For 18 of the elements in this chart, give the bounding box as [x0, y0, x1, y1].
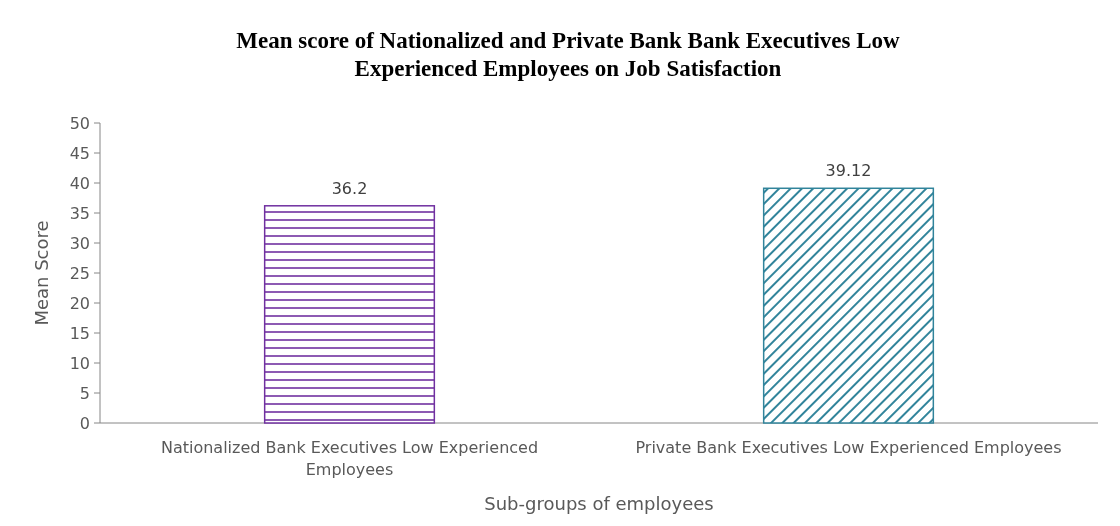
- x-axis-title: Sub-groups of employees: [484, 493, 714, 514]
- y-tick-label: 40: [69, 173, 90, 193]
- y-tick-label: 25: [69, 263, 90, 283]
- y-tick-label: 5: [79, 383, 90, 403]
- y-tick-label: 35: [69, 203, 90, 223]
- y-tick-label: 30: [69, 233, 90, 253]
- y-axis-title: Mean Score: [31, 220, 52, 326]
- y-tick-label: 0: [79, 413, 90, 433]
- y-tick-label: 45: [69, 143, 90, 163]
- y-tick-label: 10: [69, 353, 90, 373]
- data-label: 39.12: [825, 161, 872, 181]
- y-tick-label: 50: [69, 113, 90, 133]
- x-tick-label: Private Bank Executives Low Experienced Employees: [635, 438, 1062, 457]
- data-label: 36.2: [331, 178, 368, 198]
- chart-title: Mean score of Nationalized and Private Bank Bank Executives Low Experienced Employees on Job Satisfaction: [236, 28, 901, 81]
- x-tick-label: Nationalized Bank Executives Low Experienced Employees: [160, 438, 539, 479]
- y-tick-label: 15: [69, 323, 90, 343]
- y-tick-label: 20: [69, 293, 90, 313]
